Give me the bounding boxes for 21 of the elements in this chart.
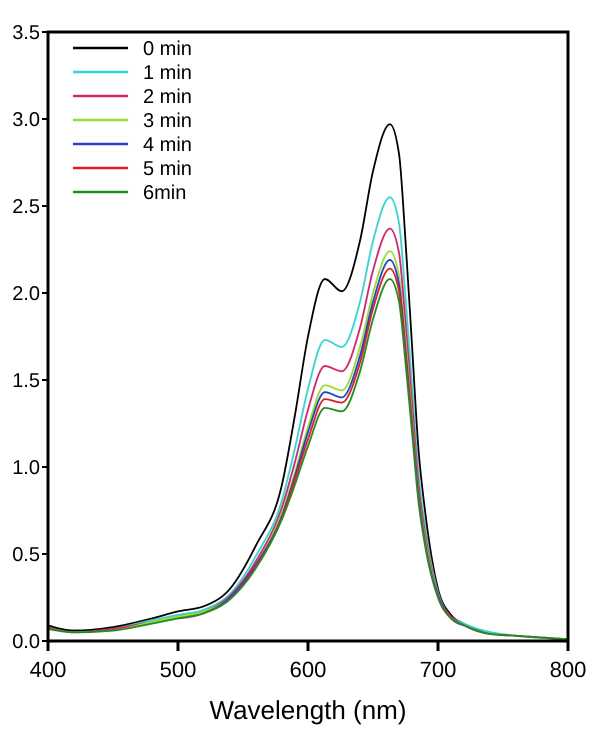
x-tick-label: 700 <box>420 657 456 682</box>
legend-label: 3 min <box>143 110 192 132</box>
y-tick-label: 2.5 <box>12 196 40 218</box>
legend-label: 2 min <box>143 86 192 108</box>
x-tick-label: 400 <box>30 657 66 682</box>
legend-label: 1 min <box>143 62 192 84</box>
y-tick-label: 3.5 <box>12 22 40 44</box>
x-tick-label: 500 <box>160 657 196 682</box>
y-tick-label: 1.0 <box>12 457 40 479</box>
legend-label: 6min <box>143 182 186 204</box>
y-tick-label: 0.0 <box>12 631 40 653</box>
y-tick-label: 3.0 <box>12 109 40 131</box>
x-axis-title: Wavelength (nm) <box>210 695 406 725</box>
y-tick-label: 0.5 <box>12 544 40 566</box>
x-tick-label: 800 <box>550 657 586 682</box>
legend-label: 4 min <box>143 134 192 156</box>
legend-label: 5 min <box>143 158 192 180</box>
y-tick-label: 1.5 <box>12 370 40 392</box>
x-tick-label: 600 <box>290 657 326 682</box>
y-tick-label: 2.0 <box>12 283 40 305</box>
legend-label: 0 min <box>143 38 192 60</box>
